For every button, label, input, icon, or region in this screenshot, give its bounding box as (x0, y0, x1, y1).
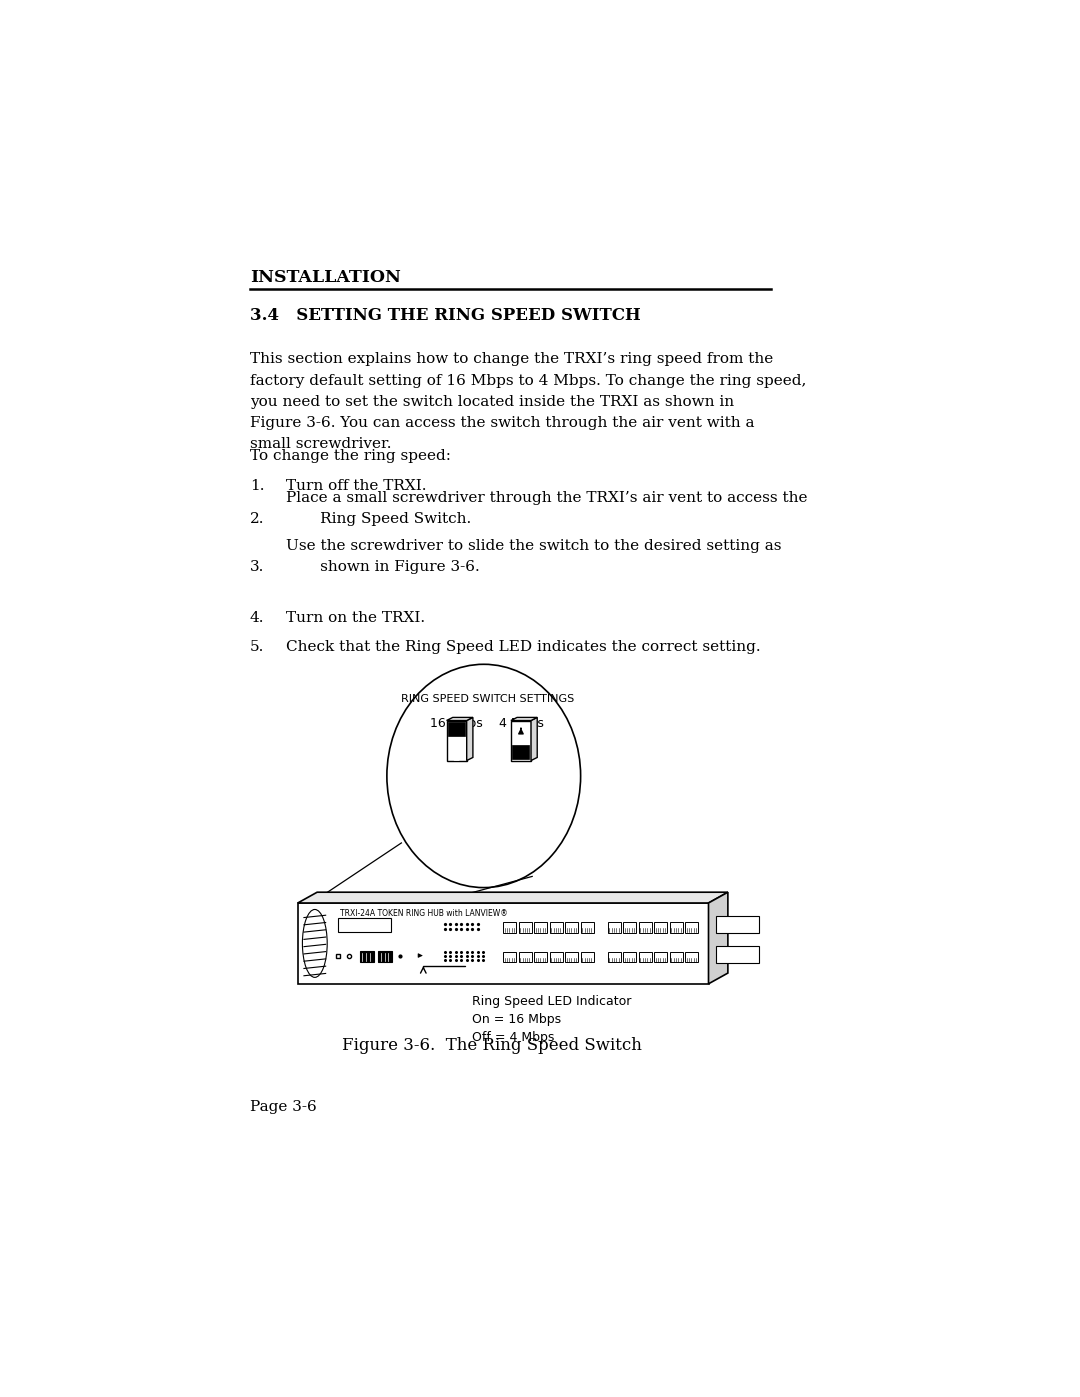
Bar (518, 922, 531, 933)
Polygon shape (467, 718, 473, 760)
Text: INSTALLATION: INSTALLATION (249, 268, 401, 285)
Bar (550, 922, 563, 933)
Text: This section explains how to change the TRXI’s ring speed from the
factory defau: This section explains how to change the … (249, 352, 806, 451)
Text: Page 3-6: Page 3-6 (249, 1099, 316, 1113)
Polygon shape (298, 893, 728, 902)
Text: 16 Mbps: 16 Mbps (430, 717, 483, 731)
Bar (378, 951, 392, 961)
Text: Figure 3-6.  The Ring Speed Switch: Figure 3-6. The Ring Speed Switch (341, 1037, 642, 1053)
Bar (685, 951, 699, 963)
Polygon shape (446, 718, 473, 721)
Text: Turn off the TRXI.: Turn off the TRXI. (286, 479, 427, 493)
Bar (448, 722, 465, 736)
Text: Place a small screwdriver through the TRXI’s air vent to access the
       Ring : Place a small screwdriver through the TR… (286, 492, 808, 527)
Bar (670, 951, 683, 963)
Bar (535, 922, 548, 933)
Polygon shape (511, 718, 537, 721)
Text: TRXI-24A TOKEN RING HUB with LANVIEW®: TRXI-24A TOKEN RING HUB with LANVIEW® (340, 909, 508, 918)
Bar (550, 951, 563, 963)
Bar (565, 922, 578, 933)
Bar (623, 922, 636, 933)
Bar (581, 951, 594, 963)
Bar (670, 922, 683, 933)
Polygon shape (531, 718, 537, 760)
Bar (608, 922, 621, 933)
Bar (446, 721, 467, 760)
Bar (638, 922, 652, 933)
Text: RING SPEED SWITCH SETTINGS: RING SPEED SWITCH SETTINGS (401, 694, 575, 704)
Bar (503, 951, 516, 963)
Bar (511, 721, 531, 760)
Bar (685, 922, 699, 933)
Bar (608, 951, 621, 963)
Bar (338, 918, 391, 932)
Bar (535, 951, 548, 963)
Text: 4 Mbps: 4 Mbps (499, 717, 543, 731)
Text: 3.4   SETTING THE RING SPEED SWITCH: 3.4 SETTING THE RING SPEED SWITCH (249, 307, 640, 324)
Bar (360, 951, 374, 961)
Bar (716, 946, 759, 964)
Bar (623, 951, 636, 963)
Bar (581, 922, 594, 933)
Text: Turn on the TRXI.: Turn on the TRXI. (286, 610, 426, 624)
Text: Check that the Ring Speed LED indicates the correct setting.: Check that the Ring Speed LED indicates … (286, 640, 760, 654)
Text: 5.: 5. (249, 640, 265, 654)
Bar (512, 745, 529, 759)
Bar (565, 951, 578, 963)
Bar (716, 916, 759, 933)
Polygon shape (708, 893, 728, 983)
Text: 2.: 2. (249, 513, 265, 527)
Text: To change the ring speed:: To change the ring speed: (249, 450, 450, 464)
Text: 4.: 4. (249, 610, 265, 624)
Bar (638, 951, 652, 963)
Bar (298, 902, 708, 983)
Bar (654, 951, 667, 963)
Text: Use the screwdriver to slide the switch to the desired setting as
       shown i: Use the screwdriver to slide the switch … (286, 539, 782, 574)
Text: 3.: 3. (249, 560, 265, 574)
Text: 1.: 1. (249, 479, 265, 493)
Bar (518, 951, 531, 963)
Bar (654, 922, 667, 933)
Bar (503, 922, 516, 933)
Text: Ring Speed LED Indicator
On = 16 Mbps
Off = 4 Mbps: Ring Speed LED Indicator On = 16 Mbps Of… (472, 996, 632, 1045)
